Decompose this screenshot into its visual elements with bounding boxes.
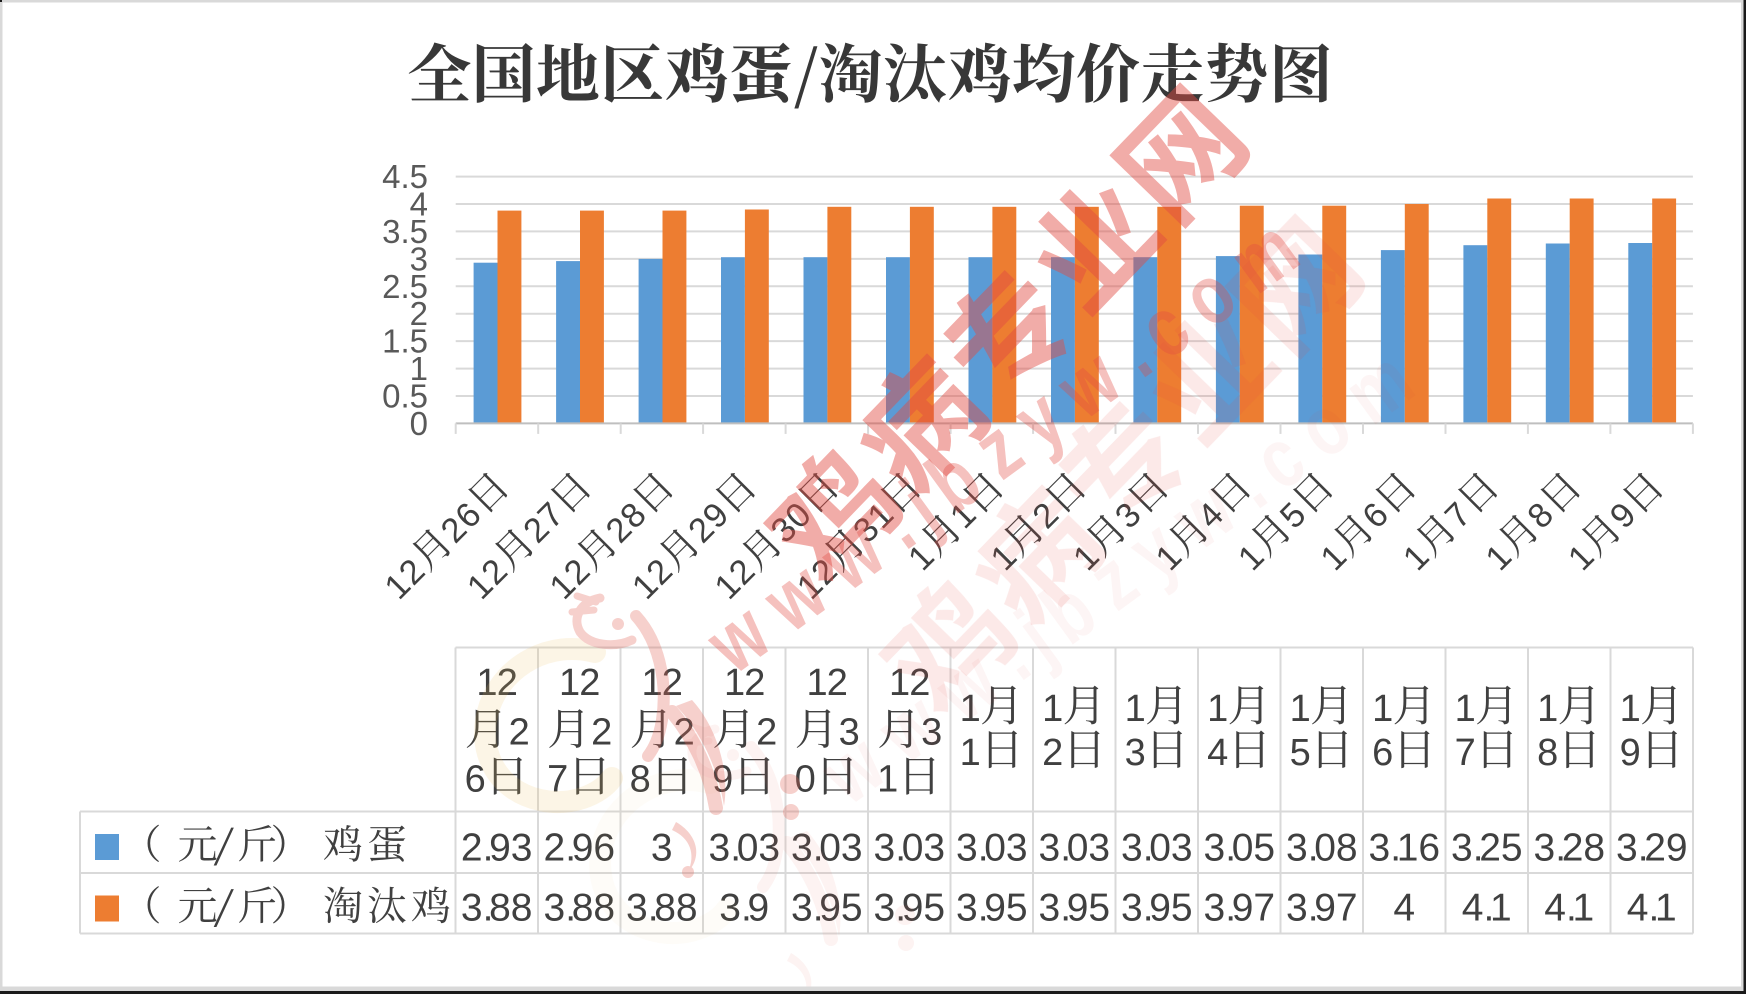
svg-text:6: 6 (1372, 732, 1393, 774)
svg-text:5: 5 (1290, 732, 1311, 774)
svg-text:1: 1 (1125, 688, 1146, 730)
svg-text:3.03: 3.03 (956, 827, 1028, 870)
svg-text:3.28: 3.28 (1534, 827, 1606, 870)
svg-text:1: 1 (960, 732, 981, 774)
svg-text:4: 4 (1207, 732, 1228, 774)
svg-text:3.95: 3.95 (1039, 887, 1111, 930)
svg-text:2: 2 (756, 712, 777, 754)
svg-text:3.95: 3.95 (956, 887, 1028, 930)
svg-text:4.1: 4.1 (1627, 887, 1677, 930)
svg-text:9: 9 (1620, 732, 1641, 774)
svg-text:3.97: 3.97 (1286, 887, 1358, 930)
svg-text:1: 1 (1207, 688, 1228, 730)
svg-text:12: 12 (807, 662, 848, 704)
svg-text:2: 2 (591, 712, 612, 754)
svg-text:0: 0 (410, 405, 428, 442)
svg-text:3: 3 (651, 827, 673, 870)
svg-text:7: 7 (1455, 732, 1476, 774)
svg-text:1: 1 (1042, 688, 1063, 730)
svg-text:8: 8 (1537, 732, 1558, 774)
svg-text:3.08: 3.08 (1286, 827, 1358, 870)
svg-text:3.97: 3.97 (1204, 887, 1276, 930)
svg-text:2: 2 (509, 712, 530, 754)
svg-text:3.03: 3.03 (1121, 827, 1193, 870)
svg-text:3.03: 3.03 (874, 827, 946, 870)
svg-text:1: 1 (1372, 688, 1393, 730)
svg-text:3: 3 (1125, 732, 1146, 774)
svg-text:3.03: 3.03 (1039, 827, 1111, 870)
svg-text:2.93: 2.93 (461, 827, 533, 870)
svg-text:1: 1 (1537, 688, 1558, 730)
svg-text:4.1: 4.1 (1462, 887, 1512, 930)
svg-text:2: 2 (1042, 732, 1063, 774)
svg-text:3.95: 3.95 (1121, 887, 1193, 930)
svg-text:3.05: 3.05 (1204, 827, 1276, 870)
svg-text:1: 1 (1455, 688, 1476, 730)
svg-text:1: 1 (1290, 688, 1311, 730)
svg-text:4: 4 (1393, 887, 1415, 930)
svg-text:3.29: 3.29 (1616, 827, 1688, 870)
svg-text:4.1: 4.1 (1544, 887, 1594, 930)
svg-text:12: 12 (559, 662, 600, 704)
svg-text:3.25: 3.25 (1451, 827, 1523, 870)
svg-text:3.16: 3.16 (1369, 827, 1441, 870)
svg-text:3.88: 3.88 (461, 887, 533, 930)
svg-text:1: 1 (1620, 688, 1641, 730)
